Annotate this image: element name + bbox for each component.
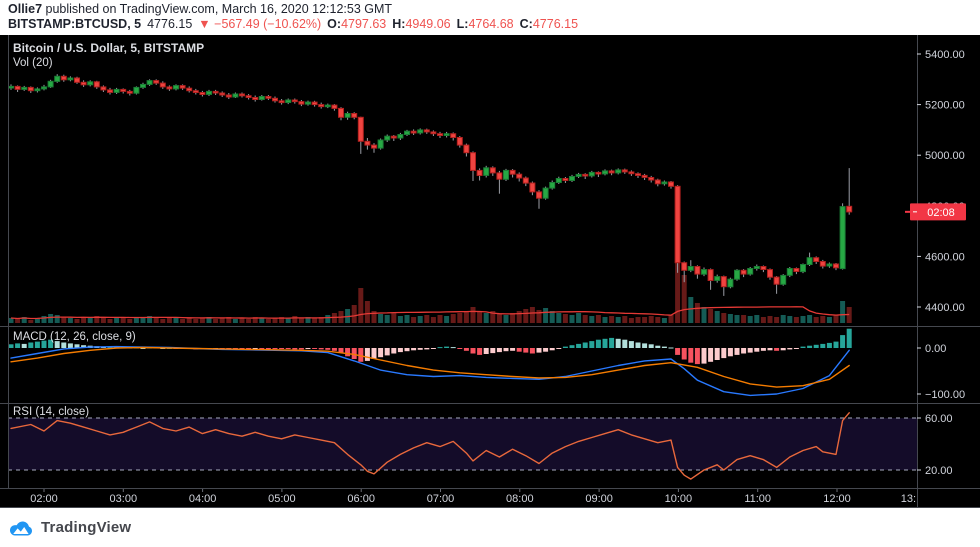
svg-text:11:00: 11:00 xyxy=(744,493,771,505)
byline-text: published on TradingView.com, March 16, … xyxy=(42,2,393,16)
open-label: O: xyxy=(327,17,342,31)
svg-text:13:: 13: xyxy=(901,493,916,505)
footer: TradingView xyxy=(0,508,980,547)
svg-text:07:00: 07:00 xyxy=(427,493,455,505)
low-value: 4764.68 xyxy=(468,17,514,31)
svg-text:4400.00: 4400.00 xyxy=(925,302,965,314)
svg-text:05:00: 05:00 xyxy=(268,493,296,505)
svg-text:02:08: 02:08 xyxy=(927,207,955,219)
svg-text:08:00: 08:00 xyxy=(506,493,534,505)
svg-text:02:00: 02:00 xyxy=(30,493,58,505)
panel-borders xyxy=(0,35,980,508)
candles xyxy=(8,74,853,296)
tradingview-wordmark[interactable]: TradingView xyxy=(41,519,132,536)
author-name: Ollie7 xyxy=(8,2,43,16)
indicator-lines xyxy=(10,345,850,480)
svg-text:04:00: 04:00 xyxy=(189,493,217,505)
byline: Ollie7 published on TradingView.com, Mar… xyxy=(8,2,392,16)
chart-area[interactable]: 5400.005200.005000.004800.004600.004400.… xyxy=(0,35,980,508)
macd-histogram xyxy=(8,328,852,365)
tradingview-logo-icon[interactable] xyxy=(8,519,34,537)
svg-text:0.00: 0.00 xyxy=(925,343,946,355)
high-label: H: xyxy=(392,17,406,31)
rsi-band xyxy=(8,417,917,471)
time-axis: 02:00 03:00 04:00 05:00 06:00 07:00 08:00 09:00… xyxy=(30,489,916,505)
countdown-label: 02:08 xyxy=(905,203,966,221)
open-value: 4797.63 xyxy=(341,17,387,31)
chart-canvas[interactable]: 5400.005200.005000.004800.004600.004400.… xyxy=(0,35,980,508)
symbol-label: BITSTAMP:BTCUSD, 5 xyxy=(8,17,142,31)
svg-text:09:00: 09:00 xyxy=(585,493,613,505)
svg-text:10:00: 10:00 xyxy=(665,493,693,505)
header: Ollie7 published on TradingView.com, Mar… xyxy=(0,0,980,35)
low-label: L: xyxy=(456,17,469,31)
svg-text:03:00: 03:00 xyxy=(110,493,138,505)
svg-text:5000.00: 5000.00 xyxy=(925,150,965,162)
last-price: 4776.15 xyxy=(147,17,193,31)
svg-text:06:00: 06:00 xyxy=(347,493,375,505)
svg-text:5200.00: 5200.00 xyxy=(925,100,965,112)
svg-text:5400.00: 5400.00 xyxy=(925,49,965,61)
high-value: 4949.06 xyxy=(405,17,451,31)
close-label: C: xyxy=(519,17,533,31)
price-change: ▼ −567.49 (−10.62%) xyxy=(198,17,322,31)
svg-text:12:00: 12:00 xyxy=(823,493,851,505)
svg-text:20.00: 20.00 xyxy=(925,465,953,477)
symbol-status-line: BITSTAMP:BTCUSD, 5 4776.15 ▼ −567.49 (−10.… xyxy=(8,17,578,31)
svg-text:60.00: 60.00 xyxy=(925,413,953,425)
svg-text:4600.00: 4600.00 xyxy=(925,251,965,263)
price-axis: 5400.005200.005000.004800.004600.004400.… xyxy=(917,49,965,477)
volume-bars xyxy=(8,233,852,323)
svg-text:−100.00: −100.00 xyxy=(925,389,965,401)
close-value: 4776.15 xyxy=(532,17,579,31)
